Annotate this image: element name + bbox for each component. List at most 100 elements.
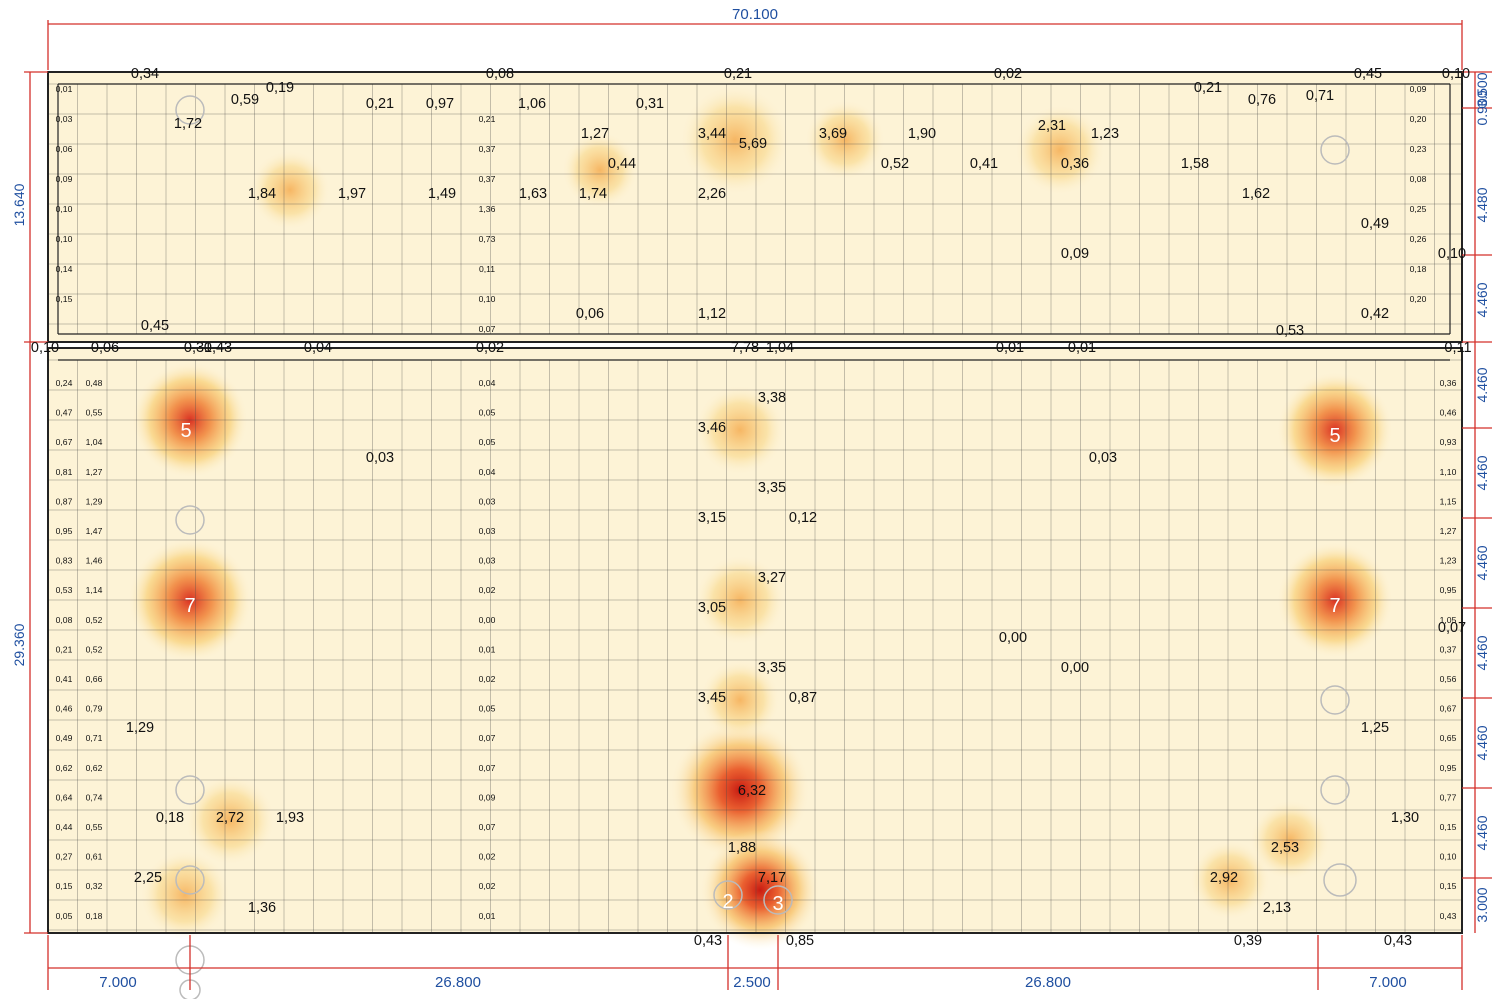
contour-label-32: 1,63 xyxy=(519,186,547,202)
cell-top-left-4: 0,09 xyxy=(56,174,73,184)
dim-right-5: 4.460 xyxy=(1474,367,1490,402)
cell-bot-left2-13: 0,71 xyxy=(86,733,103,743)
cell-top-right-2: 0,20 xyxy=(1410,114,1427,124)
cell-bot-right-12: 0,67 xyxy=(1440,704,1457,714)
cell-bot-mid-7: 0,03 xyxy=(479,556,496,566)
cell-bot-right-8: 0,95 xyxy=(1440,585,1457,595)
dim-bottom-2: 26.800 xyxy=(435,974,481,991)
cell-bot-mid-13: 0,07 xyxy=(479,733,496,743)
cell-top-left-7: 0,14 xyxy=(56,264,73,274)
cell-bot-left2-18: 0,32 xyxy=(86,881,103,891)
contour-label-30: 1,97 xyxy=(338,186,366,202)
contour-label-49: 1,04 xyxy=(766,340,794,356)
svg-text:7: 7 xyxy=(184,595,195,617)
hotspot-11 xyxy=(140,850,230,940)
contour-label-9: 1,27 xyxy=(581,126,609,142)
cell-bot-left2-2: 0,55 xyxy=(86,408,103,418)
contour-label-67: 3,35 xyxy=(758,660,786,676)
contour-label-31: 1,49 xyxy=(428,186,456,202)
contour-label-57: 0,03 xyxy=(366,450,394,466)
contour-label-14: 3,69 xyxy=(819,126,847,142)
dim-right-11: 3.000 xyxy=(1474,887,1490,922)
contour-label-80: 7,17 xyxy=(758,870,786,886)
contour-label-18: 0,02 xyxy=(994,66,1022,82)
contour-label-25: 0,52 xyxy=(881,156,909,172)
cell-bot-left-15: 0,64 xyxy=(56,792,73,802)
contour-label-24: 0,44 xyxy=(608,156,636,172)
contour-label-50: 0,01 xyxy=(996,340,1024,356)
contour-label-52: 0,11 xyxy=(1444,340,1471,356)
svg-text:7: 7 xyxy=(1329,595,1340,617)
contour-label-23: 0,10 xyxy=(1442,66,1470,82)
cell-bot-left2-19: 0,18 xyxy=(86,911,103,921)
hotspot-7 xyxy=(680,85,790,195)
cell-bot-right-16: 0,15 xyxy=(1440,822,1457,832)
cell-bot-left-6: 0,95 xyxy=(56,526,73,536)
contour-label-58: 0,03 xyxy=(1089,450,1117,466)
cell-bot-left-18: 0,15 xyxy=(56,881,73,891)
dim-bottom-3: 2.500 xyxy=(733,974,771,991)
contour-label-39: 0,45 xyxy=(141,318,169,334)
cell-bot-left2-4: 1,27 xyxy=(86,467,103,477)
contour-label-26: 0,41 xyxy=(970,156,998,172)
contour-label-34: 2,26 xyxy=(698,186,726,202)
contour-label-46: 0,04 xyxy=(304,340,332,356)
cell-bot-left2-3: 1,04 xyxy=(86,437,103,447)
contour-label-76: 1,30 xyxy=(1391,810,1419,826)
contour-label-86: 0,39 xyxy=(1234,933,1262,949)
cell-bot-right-1: 0,36 xyxy=(1440,378,1457,388)
contour-label-72: 6,32 xyxy=(738,783,766,799)
hotspot-16 xyxy=(1015,105,1105,195)
cell-bot-mid-17: 0,02 xyxy=(479,852,496,862)
cell-top-mid-6: 0,11 xyxy=(479,264,495,274)
contour-label-81: 2,92 xyxy=(1210,870,1238,886)
cell-top-left-3: 0,06 xyxy=(56,144,73,154)
cell-bot-right-3: 0,93 xyxy=(1440,437,1457,447)
cell-top-left-8: 0,15 xyxy=(56,294,73,304)
cell-bot-mid-4: 0,04 xyxy=(479,467,496,477)
contour-label-85: 0,85 xyxy=(786,933,814,949)
cell-bot-left2-17: 0,61 xyxy=(86,852,103,862)
cell-bot-mid-18: 0,02 xyxy=(479,881,496,891)
cell-bot-left-17: 0,27 xyxy=(56,852,73,862)
contour-label-66: 0,07 xyxy=(1438,620,1466,636)
cell-bot-mid-5: 0,03 xyxy=(479,496,496,506)
dim-bottom-1: 7.000 xyxy=(99,974,137,991)
cell-top-right-1: 0,09 xyxy=(1410,84,1427,94)
contour-label-61: 0,12 xyxy=(789,510,817,526)
contour-label-5: 0,21 xyxy=(366,96,394,112)
contour-label-68: 3,45 xyxy=(698,690,726,706)
contour-label-41: 1,12 xyxy=(698,306,726,322)
cell-top-right-7: 0,18 xyxy=(1410,264,1427,274)
column-markers xyxy=(175,95,1357,1001)
hotspot-18 xyxy=(562,132,638,208)
contour-label-53: 0,06 xyxy=(91,340,119,356)
contour-label-69: 0,87 xyxy=(789,690,817,706)
contour-label-73: 0,18 xyxy=(156,810,184,826)
contour-label-1: 0,34 xyxy=(131,66,159,82)
cell-bot-left2-7: 1,46 xyxy=(86,556,103,566)
contour-label-71: 1,25 xyxy=(1361,720,1389,736)
cell-bot-right-9: 1,05 xyxy=(1440,615,1457,625)
cell-bot-right-5: 1,15 xyxy=(1440,496,1457,506)
cell-bot-left-5: 0,87 xyxy=(56,496,73,506)
contour-label-37: 0,09 xyxy=(1061,246,1089,262)
contour-label-16: 2,31 xyxy=(1038,118,1066,134)
cell-top-mid-8: 0,07 xyxy=(479,324,496,334)
cell-top-mid-7: 0,10 xyxy=(479,294,496,304)
cell-bot-mid-11: 0,02 xyxy=(479,674,496,684)
contour-label-40: 0,06 xyxy=(576,306,604,322)
cell-bot-left-1: 0,24 xyxy=(56,378,73,388)
contour-label-43: 0,53 xyxy=(1276,323,1304,339)
cell-bot-mid-10: 0,01 xyxy=(479,644,496,654)
contour-label-22: 0,45 xyxy=(1354,66,1382,82)
cell-bot-left2-11: 0,66 xyxy=(86,674,103,684)
cell-top-right-3: 0,23 xyxy=(1410,144,1427,154)
cell-bot-right-14: 0,95 xyxy=(1440,763,1457,773)
mesh-grid xyxy=(47,83,1462,933)
contour-label-78: 2,53 xyxy=(1271,840,1299,856)
dim-total-width: 70.100 xyxy=(732,6,778,23)
cell-bot-right-7: 1,23 xyxy=(1440,556,1457,566)
